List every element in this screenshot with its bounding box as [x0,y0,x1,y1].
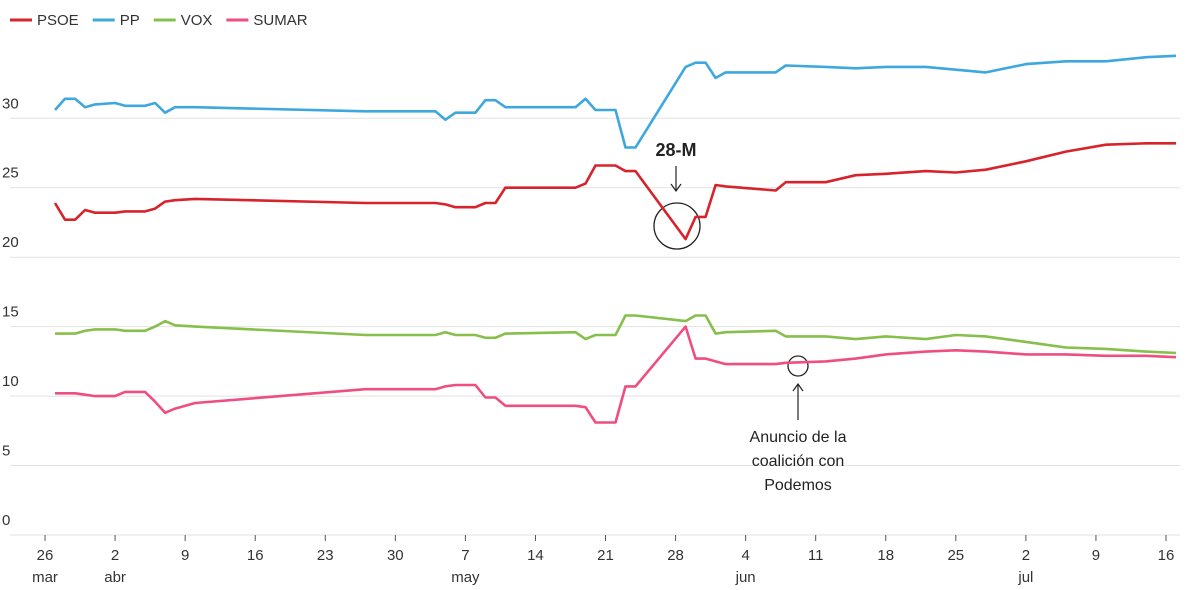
x-tick-label: 9 [1092,547,1100,564]
x-tick-label: 4 [741,547,749,564]
legend-label: PSOE [37,12,79,29]
x-tick-label: 21 [597,547,614,564]
x-tick-label: 16 [1158,547,1175,564]
y-tick-label: 0 [2,512,10,529]
x-tick-label: 16 [247,547,264,564]
x-tick-label: 9 [181,547,189,564]
annotation-arrowhead [792,382,804,392]
y-tick-label: 10 [2,373,19,390]
x-tick-label: 28 [667,547,684,564]
month-label: mar [32,569,58,586]
x-tick-label: 11 [808,547,824,564]
x-tick-label: 25 [947,547,964,564]
annotation-circle [653,202,701,250]
month-label: jul [1017,569,1033,586]
y-tick-label: 25 [2,165,19,182]
annotation-text: Podemos [764,477,832,494]
annotation-28m: 28-M [653,140,701,250]
annotation-text: coalición con [752,453,845,470]
x-tick-label: 2 [1022,547,1030,564]
month-label: abr [104,569,126,586]
x-tick-label: 30 [387,547,404,564]
x-tick-label: 26 [37,547,54,564]
x-tick-label: 14 [527,547,544,564]
annotation-text: 28-M [655,140,696,160]
x-tick-label: 7 [461,547,469,564]
annotation-podemos: Anuncio de la coalición con Podemos [750,355,847,494]
legend-label: VOX [181,12,213,29]
y-tick-label: 20 [2,234,19,251]
series-line [55,325,1177,424]
x-tick-label: 23 [317,547,334,564]
legend-label: PP [120,12,140,29]
month-label: jun [735,569,756,586]
series-line [54,54,1177,149]
y-tick-label: 5 [2,443,10,460]
series-line [55,314,1177,355]
annotation-text: Anuncio de la [750,429,847,446]
y-tick-label: 30 [2,95,19,112]
x-tick-label: 18 [877,547,894,564]
month-label: may [451,569,480,586]
x-tick-label: 2 [111,547,119,564]
annotation-circle [787,355,809,377]
y-tick-label: 15 [2,304,19,321]
legend-label: SUMAR [253,12,307,29]
annotation-arrowhead [670,183,682,193]
series-line [53,142,1176,241]
